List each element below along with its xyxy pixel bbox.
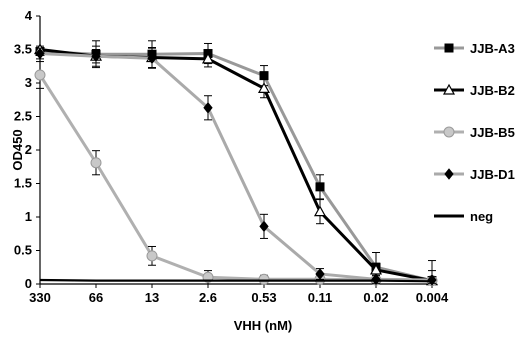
series-line xyxy=(39,50,433,283)
legend-item: JJB-D1 xyxy=(434,167,515,182)
y-tick-label: 4 xyxy=(25,8,33,23)
series-line xyxy=(39,278,433,283)
legend-label: JJB-D1 xyxy=(470,167,515,182)
y-axis: 0 0.5 1 1.5 2 2.5 3 3.5 4 xyxy=(14,8,41,291)
data-point xyxy=(257,82,271,93)
data-point xyxy=(259,71,269,81)
y-tick-label: 0.5 xyxy=(14,243,32,258)
x-axis-title: VHH (nM) xyxy=(234,318,293,333)
legend: JJB-A3 JJB-B2 JJB-B5 JJB-D1 neg xyxy=(434,41,515,224)
data-point xyxy=(315,182,325,192)
data-point xyxy=(203,101,213,114)
data-point xyxy=(371,273,381,286)
legend-item: JJB-B5 xyxy=(434,125,515,140)
data-point xyxy=(258,273,270,285)
legend-item: JJB-A3 xyxy=(434,41,515,56)
x-tick-label: 0.53 xyxy=(251,290,276,305)
y-tick-label: 2 xyxy=(25,142,32,157)
plot-area: OD450 VHH (nM) 0 0.5 1 1.5 2 2.5 3 3.5 4 330 66 13… xyxy=(10,8,449,333)
legend-label: JJB-B2 xyxy=(470,83,515,98)
x-tick-label: 2.6 xyxy=(199,290,217,305)
legend-item: JJB-B2 xyxy=(434,83,515,98)
data-point xyxy=(313,205,327,217)
series-line xyxy=(39,52,433,282)
y-tick-label: 3.5 xyxy=(14,42,32,57)
legend-label: JJB-B5 xyxy=(470,125,515,140)
y-tick-label: 3 xyxy=(25,75,32,90)
data-point xyxy=(201,52,215,64)
data-point xyxy=(442,83,456,95)
x-tick-label: 0.02 xyxy=(363,290,388,305)
data-point xyxy=(444,43,454,53)
y-axis-title: OD450 xyxy=(10,129,25,170)
x-tick-label: 66 xyxy=(89,290,103,305)
x-axis: 330 66 13 2.6 0.53 0.11 0.02 0.004 xyxy=(29,283,449,305)
y-tick-label: 2.5 xyxy=(14,109,32,124)
y-tick-label: 0 xyxy=(25,276,32,291)
x-tick-label: 0.004 xyxy=(416,290,449,305)
legend-label: JJB-A3 xyxy=(470,41,515,56)
data-point xyxy=(444,168,454,180)
data-point xyxy=(91,50,101,63)
series-line xyxy=(38,74,433,283)
y-tick-label: 1.5 xyxy=(14,176,32,191)
legend-label: neg xyxy=(470,209,493,224)
y-tick-label: 1 xyxy=(25,209,32,224)
data-point xyxy=(35,47,45,60)
data-point xyxy=(427,274,437,286)
data-point xyxy=(146,250,158,262)
x-tick-label: 13 xyxy=(145,290,159,305)
x-tick-label: 330 xyxy=(29,290,51,305)
data-point xyxy=(315,268,325,280)
x-tick-label: 0.11 xyxy=(308,290,333,305)
series-jjb-d1 xyxy=(35,47,437,286)
data-point xyxy=(147,52,157,65)
data-point xyxy=(90,157,102,169)
data-point xyxy=(443,126,455,138)
data-point xyxy=(259,220,269,233)
legend-item: neg xyxy=(434,209,493,224)
series-layer xyxy=(33,40,439,287)
series-neg xyxy=(39,278,433,283)
data-point xyxy=(34,69,46,81)
